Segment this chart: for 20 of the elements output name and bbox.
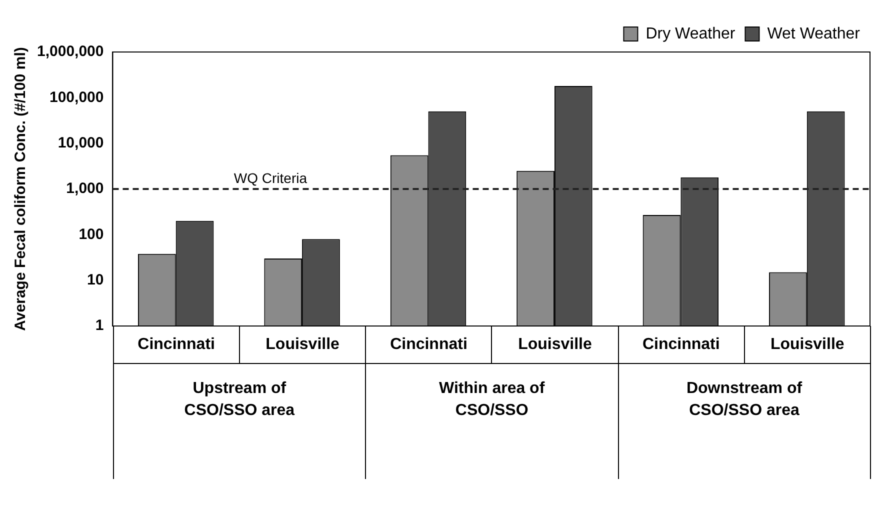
y-tick-label: 10,000 — [58, 134, 104, 152]
y-tick-label: 10 — [87, 271, 104, 288]
y-tick-label: 1,000 — [66, 180, 104, 198]
y-tick-label: 1 — [95, 317, 104, 334]
x-tick-label: Cincinnati — [112, 326, 240, 364]
y-tick-label: 100 — [78, 226, 104, 243]
x-tick-label: Cincinnati — [618, 326, 745, 364]
ref-line-label: WQ Criteria — [234, 170, 308, 186]
x-tick-label: Louisville — [238, 326, 366, 364]
text: Within area of CSO/SSO — [438, 379, 546, 421]
y-axis-title: Average Fecal coliform Conc. (#/100 ml) — [12, 47, 30, 331]
legend-label: Wet Weather — [767, 25, 861, 42]
legend-label: Dry Weather — [646, 25, 736, 42]
x-tick-label: Cincinnati — [365, 326, 492, 364]
y-tick-label: 100,000 — [49, 88, 104, 106]
text: Downstream of CSO/SSO area — [685, 379, 804, 421]
text: Upstream of CSO/SSO area — [183, 379, 296, 421]
x-tick-label: Louisville — [491, 326, 619, 364]
y-tick-label: 1,000,000 — [36, 43, 104, 60]
x-tick-label: Louisville — [744, 326, 871, 364]
